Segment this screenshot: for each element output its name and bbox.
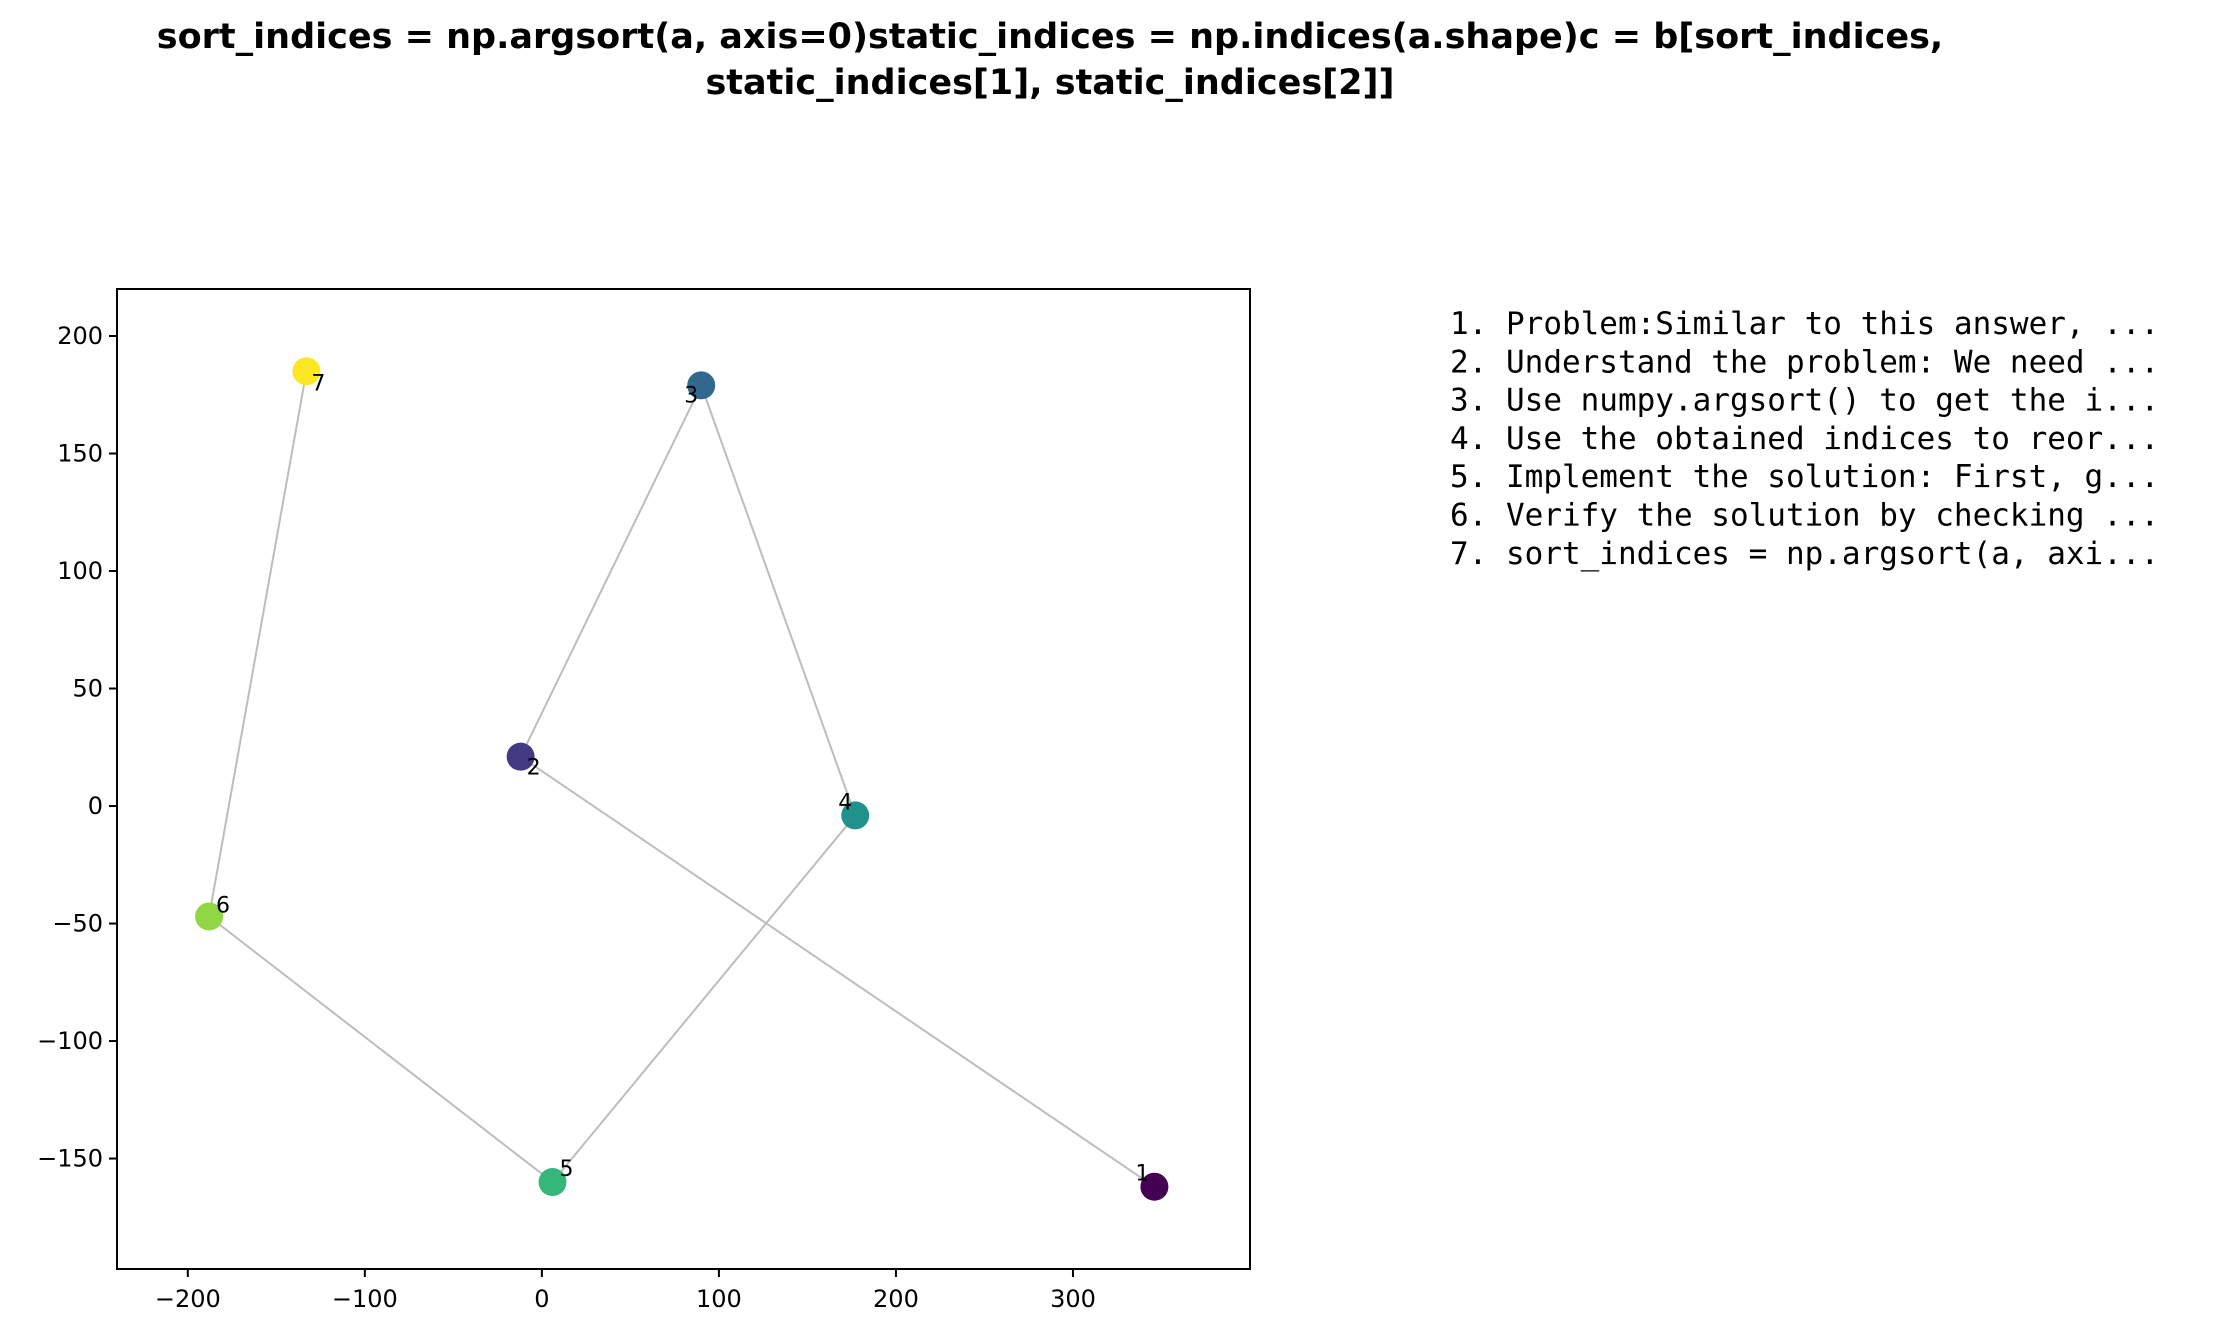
scatter-point [538,1168,567,1197]
y-tick-label: 200 [57,322,103,350]
scatter-point [687,371,716,400]
connector-line [700,385,857,816]
scatter-point [506,742,535,771]
scatter-point [841,801,870,830]
legend-item: 4. Use the obtained indices to reor... [1450,421,2159,457]
x-tick-label: −200 [155,1285,221,1313]
y-tick-label: 150 [57,440,103,468]
point-label: 5 [559,1157,573,1182]
y-tick-label: 100 [57,557,103,585]
legend: 1. Problem:Similar to this answer, ...2.… [1450,306,2159,572]
x-tick-label: 300 [1050,1285,1096,1313]
scatter-point [1140,1172,1169,1201]
y-axis: −150 −100 −50 0 50 100 150 200 [37,322,117,1173]
point-label: 6 [216,893,230,918]
legend-item: 5. Implement the solution: First, g... [1450,459,2159,495]
x-axis: −200 −100 0 100 200 300 [155,1269,1096,1313]
connector-layer [208,371,1155,1188]
legend-item: 2. Understand the problem: We need ... [1450,344,2159,380]
scatter-point [292,357,321,386]
chart-title-line-2: static_indices[1], static_indices[2]] [705,63,1394,103]
y-tick-label: −50 [52,910,103,938]
connector-line [208,915,554,1183]
point-label-layer: 1 2 3 4 5 6 7 [216,371,1149,1186]
x-tick-label: 100 [696,1285,742,1313]
point-label: 2 [527,756,541,781]
y-tick-label: 50 [72,675,103,703]
legend-item: 7. sort_indices = np.argsort(a, axi... [1450,536,2159,572]
y-tick-label: 0 [88,792,103,820]
connector-line [520,755,1155,1188]
connector-line [551,814,856,1183]
plot-area: 1 2 3 4 5 6 7 [116,288,1251,1270]
y-tick-label: −100 [37,1027,103,1055]
y-tick-label: −150 [37,1145,103,1173]
x-tick-label: 0 [534,1285,549,1313]
connector-line [208,371,308,917]
legend-item: 1. Problem:Similar to this answer, ... [1450,306,2159,342]
x-tick-label: −100 [332,1285,398,1313]
scatter-point [195,902,224,931]
legend-item: 6. Verify the solution by checking ... [1450,498,2159,534]
chart-title-line-1: sort_indices = np.argsort(a, axis=0)stat… [157,17,1943,57]
x-tick-label: 200 [873,1285,919,1313]
legend-item: 3. Use numpy.argsort() to get the i... [1450,383,2159,419]
connector-line [519,384,703,758]
chart-title: sort_indices = np.argsort(a, axis=0)stat… [157,17,1943,103]
axes-frame [116,288,1251,1270]
point-label: 7 [311,371,325,396]
point-label: 1 [1135,1162,1149,1187]
point-label: 3 [684,383,698,408]
point-label: 4 [838,790,852,815]
point-layer [195,357,1169,1201]
